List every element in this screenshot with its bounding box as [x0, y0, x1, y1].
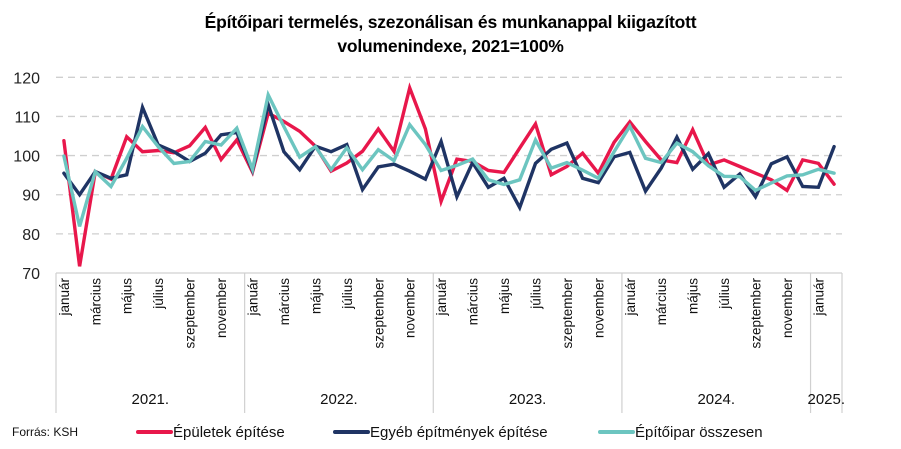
legend-swatch-epuletek [136, 430, 173, 434]
chart-title-line-1: Építőipari termelés, szezonálisan és mun… [204, 12, 697, 32]
year-label: 2023. [509, 391, 547, 408]
series-line-2 [62, 89, 836, 227]
x-tick-label: november [403, 278, 418, 339]
x-tick-label: január [434, 277, 449, 316]
chart-title-line-2: volumenindexe, 2021=100% [337, 36, 564, 56]
x-tick-label: szeptember [183, 278, 198, 349]
x-tick-label: november [591, 278, 606, 339]
x-tick-label: július [340, 278, 355, 310]
y-tick-label: 80 [22, 227, 40, 244]
x-tick-label: március [88, 278, 103, 326]
x-axis: január március május július szeptember novemb… [55, 272, 846, 413]
x-tick-label: március [277, 278, 292, 326]
y-tick-label: 70 [22, 266, 40, 283]
legend-item-egyeb: Egyéb építmények építése [333, 420, 548, 444]
line-chart: 70 80 90 100 110 120 január március május július… [13, 70, 846, 413]
legend-item-osszesen: Építőipar összesen [598, 420, 763, 444]
x-tick-label: január [623, 277, 638, 316]
x-tick-label: május [308, 278, 323, 314]
series-lines [62, 82, 836, 267]
legend-swatch-egyeb [333, 430, 370, 434]
x-tick-label: november [780, 278, 795, 339]
legend-label-osszesen: Építőipar összesen [635, 423, 763, 441]
y-axis-tick-labels: 70 80 90 100 110 120 [13, 70, 40, 283]
year-label: 2025. [808, 391, 846, 408]
x-tick-label: január [57, 277, 72, 316]
x-tick-label: március [654, 278, 669, 326]
y-tick-label: 110 [14, 109, 40, 126]
x-tick-label: július [717, 278, 732, 310]
x-tick-label: május [497, 278, 512, 314]
source-note: Forrás: KSH [12, 425, 79, 439]
legend-item-epuletek: Épületek építése [136, 420, 285, 444]
y-tick-label: 90 [22, 188, 40, 205]
x-tick-label: január [246, 277, 261, 316]
chart-title: Építőipari termelés, szezonálisan és mun… [0, 10, 901, 58]
x-tick-label: szeptember [560, 278, 575, 349]
year-label: 2022. [320, 391, 358, 408]
series-line-0 [62, 82, 836, 267]
x-tick-label: május [120, 278, 135, 314]
x-tick-label: március [466, 278, 481, 326]
y-tick-label: 120 [13, 70, 40, 87]
x-tick-label: július [151, 278, 166, 310]
legend-label-epuletek: Épületek építése [173, 423, 285, 441]
chart-footer: Forrás: KSH Épületek építése Egyéb építm… [0, 420, 901, 444]
x-tick-label: szeptember [749, 278, 764, 349]
legend-label-egyeb: Egyéb építmények építése [370, 423, 548, 441]
year-label: 2024. [697, 391, 735, 408]
year-label: 2021. [132, 391, 170, 408]
x-tick-label: szeptember [371, 278, 386, 349]
x-tick-label: november [214, 278, 229, 339]
gridlines [56, 76, 842, 235]
y-tick-label: 100 [13, 149, 40, 166]
x-tick-label: január [811, 277, 826, 316]
x-tick-label: május [686, 278, 701, 314]
legend-swatch-osszesen [598, 430, 635, 434]
x-tick-label: július [528, 278, 543, 310]
